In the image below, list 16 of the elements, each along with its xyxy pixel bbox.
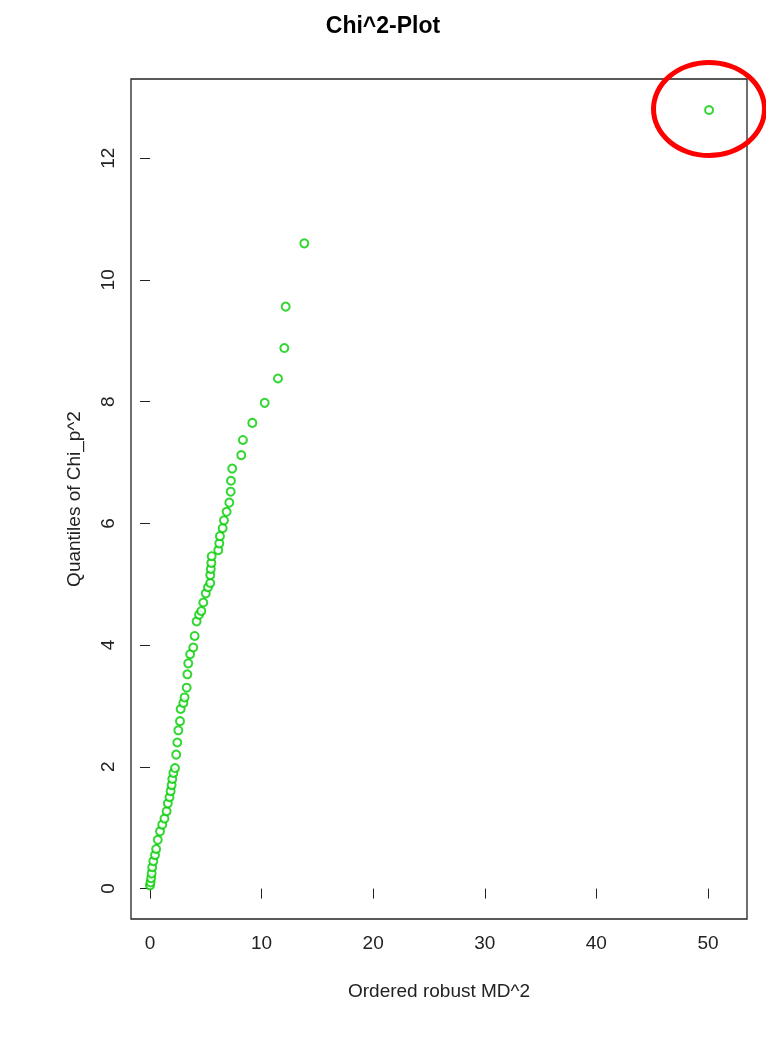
y-tick-label: 6	[97, 518, 118, 529]
x-tick-label: 20	[362, 932, 384, 953]
chart-title: Chi^2-Plot	[325, 11, 441, 38]
y-tick-label: 4	[97, 639, 118, 651]
y-axis-title: Quantiles of Chi_p^2	[63, 411, 85, 587]
y-tick-label: 2	[97, 761, 118, 773]
y-tick-label: 12	[97, 147, 118, 169]
x-tick-label: 30	[474, 932, 496, 953]
x-axis-title: Ordered robust MD^2	[347, 980, 531, 1001]
x-tick-label: 10	[250, 932, 273, 953]
y-tick-label: 8	[97, 396, 118, 407]
x-tick-label: 40	[585, 932, 607, 953]
x-tick-label: 50	[697, 932, 719, 953]
x-tick-label: 0	[144, 932, 156, 953]
y-tick-label: 0	[97, 883, 118, 894]
y-tick-label: 10	[97, 269, 118, 291]
